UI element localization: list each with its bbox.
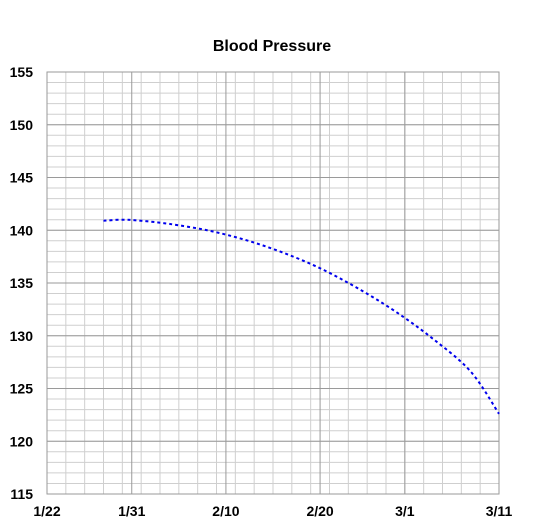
y-tick-label: 125 [10,381,34,397]
series-layer [103,218,500,415]
x-tick-label: 2/10 [212,503,239,519]
y-tick-label: 140 [10,222,34,238]
y-tick-label: 115 [10,486,33,502]
series-line [103,218,500,415]
y-tick-label: 130 [10,328,34,344]
y-tick-label: 120 [10,433,34,449]
y-tick-label: 155 [10,64,34,80]
x-tick-label: 1/31 [118,503,145,519]
x-tick-label: 3/1 [395,503,415,519]
y-tick-label: 150 [10,117,34,133]
x-tick-label: 1/22 [33,503,60,519]
y-tick-label: 145 [10,170,34,186]
chart-title: Blood Pressure [213,38,331,55]
y-axis-tick-labels: 115 120 125 130 135 140 145 150 155 [10,64,34,502]
x-tick-label: 2/20 [306,503,333,519]
plot-frame [46,71,500,495]
x-tick-label: 3/11 [486,503,513,519]
y-tick-label: 135 [10,275,34,291]
x-axis-tick-labels: 1/22 1/31 2/10 2/20 3/1 3/11 [33,503,512,519]
